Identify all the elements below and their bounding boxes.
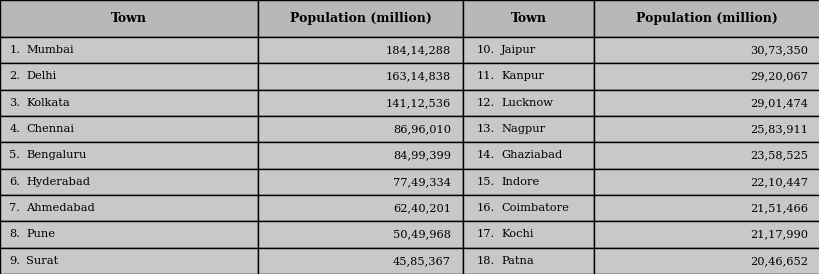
Bar bbox=[258, 221, 463, 248]
Text: 30,73,350: 30,73,350 bbox=[749, 45, 807, 55]
Bar bbox=[463, 195, 594, 221]
Text: Bengaluru: Bengaluru bbox=[26, 150, 87, 161]
Bar bbox=[258, 63, 463, 90]
Bar bbox=[594, 142, 819, 169]
Bar bbox=[594, 63, 819, 90]
Text: 2.: 2. bbox=[10, 72, 20, 81]
Text: Population (million): Population (million) bbox=[636, 12, 777, 25]
Text: Ghaziabad: Ghaziabad bbox=[500, 150, 562, 161]
Bar bbox=[0, 248, 258, 274]
Text: Indore: Indore bbox=[500, 177, 539, 187]
Text: Pune: Pune bbox=[26, 230, 55, 239]
Text: Chennai: Chennai bbox=[26, 124, 75, 134]
Text: 21,17,990: 21,17,990 bbox=[749, 230, 807, 239]
Text: 10.: 10. bbox=[476, 45, 494, 55]
Bar bbox=[594, 169, 819, 195]
Text: Population (million): Population (million) bbox=[289, 12, 432, 25]
Bar bbox=[0, 116, 258, 142]
Text: Nagpur: Nagpur bbox=[500, 124, 545, 134]
Text: Coimbatore: Coimbatore bbox=[500, 203, 568, 213]
Bar bbox=[463, 37, 594, 63]
Bar bbox=[594, 37, 819, 63]
Text: 12.: 12. bbox=[476, 98, 494, 108]
Text: 184,14,288: 184,14,288 bbox=[385, 45, 450, 55]
Bar bbox=[258, 248, 463, 274]
Bar bbox=[0, 90, 258, 116]
Bar bbox=[258, 195, 463, 221]
Text: 1.: 1. bbox=[10, 45, 20, 55]
Text: Lucknow: Lucknow bbox=[500, 98, 552, 108]
Text: 7.: 7. bbox=[10, 203, 20, 213]
Text: 20,46,652: 20,46,652 bbox=[749, 256, 807, 266]
Bar bbox=[463, 90, 594, 116]
Bar bbox=[0, 142, 258, 169]
Bar bbox=[258, 169, 463, 195]
Text: 29,20,067: 29,20,067 bbox=[749, 72, 807, 81]
Bar bbox=[258, 116, 463, 142]
Text: 29,01,474: 29,01,474 bbox=[749, 98, 807, 108]
Text: 50,49,968: 50,49,968 bbox=[392, 230, 450, 239]
Bar bbox=[463, 63, 594, 90]
Bar bbox=[0, 0, 258, 37]
Text: 86,96,010: 86,96,010 bbox=[392, 124, 450, 134]
Text: Town: Town bbox=[510, 12, 546, 25]
Bar bbox=[463, 0, 594, 37]
Text: Kochi: Kochi bbox=[500, 230, 533, 239]
Text: 11.: 11. bbox=[476, 72, 494, 81]
Text: 84,99,399: 84,99,399 bbox=[392, 150, 450, 161]
Bar bbox=[594, 195, 819, 221]
Text: 4.: 4. bbox=[10, 124, 20, 134]
Text: 8.: 8. bbox=[10, 230, 20, 239]
Bar bbox=[0, 63, 258, 90]
Text: Kolkata: Kolkata bbox=[26, 98, 70, 108]
Bar bbox=[258, 90, 463, 116]
Text: 45,85,367: 45,85,367 bbox=[392, 256, 450, 266]
Bar bbox=[258, 0, 463, 37]
Bar bbox=[258, 142, 463, 169]
Text: Mumbai: Mumbai bbox=[26, 45, 74, 55]
Text: 21,51,466: 21,51,466 bbox=[749, 203, 807, 213]
Text: Kanpur: Kanpur bbox=[500, 72, 543, 81]
Text: Ahmedabad: Ahmedabad bbox=[26, 203, 95, 213]
Text: 141,12,536: 141,12,536 bbox=[385, 98, 450, 108]
Text: 17.: 17. bbox=[476, 230, 494, 239]
Text: Jaipur: Jaipur bbox=[500, 45, 536, 55]
Bar bbox=[594, 248, 819, 274]
Bar bbox=[594, 90, 819, 116]
Text: Surat: Surat bbox=[26, 256, 58, 266]
Text: 23,58,525: 23,58,525 bbox=[749, 150, 807, 161]
Text: 3.: 3. bbox=[10, 98, 20, 108]
Bar bbox=[463, 221, 594, 248]
Text: 62,40,201: 62,40,201 bbox=[392, 203, 450, 213]
Text: 16.: 16. bbox=[476, 203, 494, 213]
Bar bbox=[0, 169, 258, 195]
Text: 13.: 13. bbox=[476, 124, 494, 134]
Text: Delhi: Delhi bbox=[26, 72, 57, 81]
Text: 5.: 5. bbox=[10, 150, 20, 161]
Text: 9.: 9. bbox=[10, 256, 20, 266]
Text: 6.: 6. bbox=[10, 177, 20, 187]
Bar bbox=[0, 195, 258, 221]
Bar bbox=[594, 116, 819, 142]
Bar bbox=[594, 0, 819, 37]
Text: Patna: Patna bbox=[500, 256, 533, 266]
Bar bbox=[463, 169, 594, 195]
Text: Town: Town bbox=[111, 12, 147, 25]
Text: Hyderabad: Hyderabad bbox=[26, 177, 90, 187]
Text: 15.: 15. bbox=[476, 177, 494, 187]
Bar bbox=[0, 221, 258, 248]
Text: 14.: 14. bbox=[476, 150, 494, 161]
Bar bbox=[258, 37, 463, 63]
Text: 25,83,911: 25,83,911 bbox=[749, 124, 807, 134]
Text: 163,14,838: 163,14,838 bbox=[385, 72, 450, 81]
Text: 77,49,334: 77,49,334 bbox=[392, 177, 450, 187]
Bar bbox=[463, 142, 594, 169]
Text: 22,10,447: 22,10,447 bbox=[749, 177, 807, 187]
Bar bbox=[463, 248, 594, 274]
Bar bbox=[463, 116, 594, 142]
Bar bbox=[0, 37, 258, 63]
Bar bbox=[594, 221, 819, 248]
Text: 18.: 18. bbox=[476, 256, 494, 266]
